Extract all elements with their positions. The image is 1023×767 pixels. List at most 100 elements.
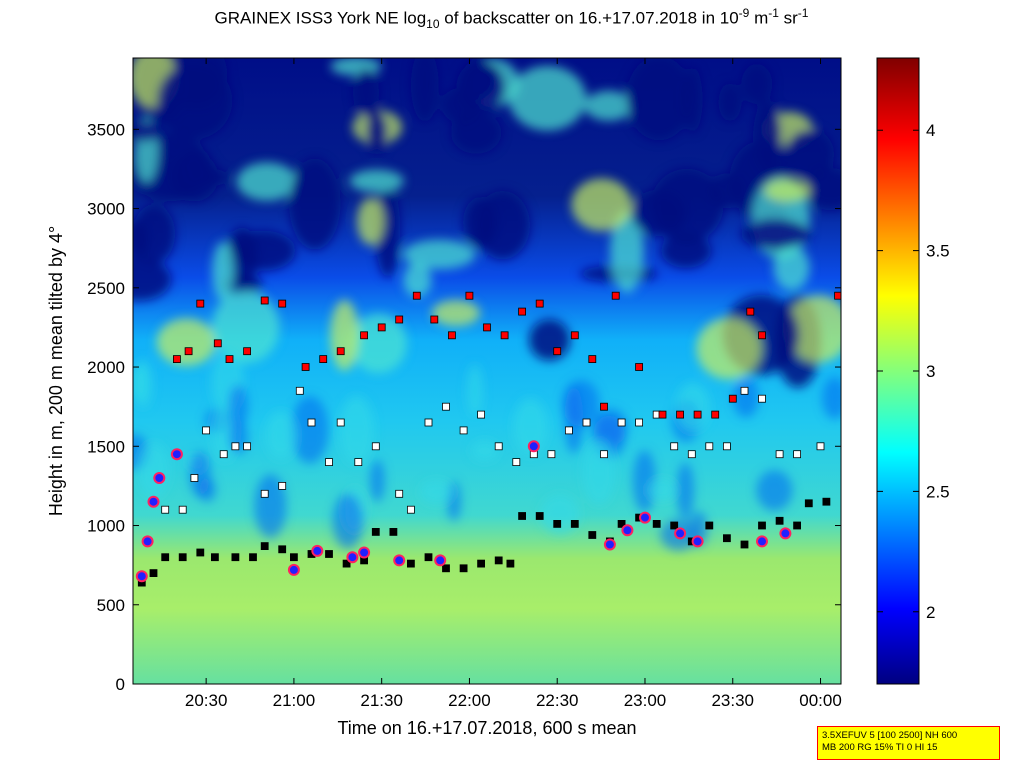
- marker-residual-layer: [459, 426, 468, 435]
- heatmap-area: [133, 58, 841, 684]
- heatmap-patch: [349, 169, 404, 193]
- heatmap-patch: [474, 190, 531, 260]
- marker-mixing-layer: [161, 553, 170, 562]
- heatmap-patch: [365, 109, 389, 154]
- heatmap-patch: [456, 60, 506, 114]
- y-tick-label: 2000: [87, 358, 125, 377]
- heatmap-patch: [718, 83, 742, 122]
- x-axis-label: Time on 16.+17.07.2018, 600 s mean: [337, 718, 636, 738]
- marker-upper-layer: [553, 347, 562, 356]
- heatmap-patch: [676, 462, 695, 520]
- marker-mixing-layer: [406, 559, 415, 568]
- heatmap-patch: [133, 120, 163, 142]
- heatmap-patch: [133, 219, 149, 260]
- heatmap-patch: [584, 90, 634, 121]
- marker-mixing-layer: [178, 553, 187, 562]
- marker-cloud-base: [691, 535, 704, 548]
- y-tick-label: 0: [116, 675, 125, 694]
- heatmap-patch: [764, 179, 811, 202]
- heatmap-patch: [212, 241, 235, 301]
- x-tick-label: 00:00: [799, 691, 842, 710]
- marker-upper-layer: [600, 402, 608, 411]
- marker-upper-layer: [711, 410, 720, 419]
- marker-upper-layer: [758, 331, 766, 340]
- marker-upper-layer: [483, 323, 491, 332]
- marker-upper-layer: [676, 410, 684, 419]
- marker-mixing-layer: [424, 553, 433, 562]
- marker-upper-layer: [611, 291, 620, 300]
- marker-upper-layer: [213, 339, 222, 348]
- marker-residual-layer: [635, 418, 643, 427]
- info-box: 3.5XEFUV 5 [100 2500] NH 600 MB 200 RG 1…: [817, 726, 1000, 760]
- heatmap-patch: [571, 178, 632, 231]
- marker-residual-layer: [336, 418, 345, 427]
- heatmap-patch: [375, 182, 401, 278]
- marker-upper-layer: [225, 355, 234, 364]
- heatmap-patch: [610, 210, 644, 293]
- marker-residual-layer: [793, 450, 801, 459]
- marker-cloud-base: [779, 527, 792, 540]
- marker-upper-layer: [301, 363, 310, 371]
- heatmap-patch: [626, 58, 693, 141]
- colorbar-tick-label: 2.5: [926, 482, 950, 501]
- heatmap-patch: [696, 317, 762, 380]
- x-tick-label: 22:00: [448, 691, 491, 710]
- marker-mixing-layer: [278, 545, 287, 554]
- marker-residual-layer: [202, 426, 211, 435]
- marker-upper-layer: [535, 299, 544, 308]
- y-tick-label: 2500: [87, 279, 125, 298]
- marker-cloud-base: [141, 535, 154, 548]
- marker-mixing-layer: [506, 559, 515, 568]
- marker-residual-layer: [670, 442, 679, 451]
- y-tick-label: 1500: [87, 437, 125, 456]
- marker-mixing-layer: [231, 553, 240, 562]
- x-tick-label: 20:30: [185, 691, 228, 710]
- marker-upper-layer: [184, 347, 193, 356]
- marker-upper-layer: [196, 299, 205, 308]
- heatmap-patch: [332, 493, 364, 549]
- marker-residual-layer: [758, 394, 766, 403]
- marker-cloud-base: [674, 527, 687, 540]
- heatmap-patch: [540, 494, 580, 535]
- marker-residual-layer: [178, 505, 187, 514]
- marker-upper-layer: [447, 331, 456, 340]
- marker-residual-layer: [307, 418, 316, 427]
- heatmap-patch: [290, 396, 329, 464]
- heatmap-patch: [264, 411, 297, 460]
- heatmap-patch: [661, 233, 712, 269]
- colorbar-axis: 2 2.5 3 3.5 4: [877, 121, 950, 622]
- marker-mixing-layer: [553, 520, 562, 528]
- marker-upper-layer: [172, 355, 181, 364]
- marker-cloud-base: [621, 524, 634, 537]
- marker-upper-layer: [377, 323, 386, 332]
- heatmap-patch: [741, 63, 773, 105]
- info-line-1: 3.5XEFUV 5 [100 2500] NH 600: [822, 730, 958, 741]
- x-tick-label: 23:00: [624, 691, 667, 710]
- marker-mixing-layer: [196, 548, 205, 557]
- marker-upper-layer: [412, 291, 421, 300]
- marker-residual-layer: [816, 442, 825, 451]
- heatmap-patch: [562, 380, 600, 427]
- marker-residual-layer: [354, 458, 363, 467]
- marker-mixing-layer: [588, 531, 597, 539]
- marker-residual-layer: [295, 386, 304, 395]
- y-tick-label: 500: [97, 596, 125, 615]
- x-tick-label: 21:00: [273, 691, 316, 710]
- marker-residual-layer: [477, 410, 486, 419]
- heatmap-texture: [133, 58, 841, 551]
- heatmap-patch: [352, 68, 380, 118]
- marker-residual-layer: [740, 386, 749, 395]
- marker-mixing-layer: [260, 542, 269, 550]
- heatmap-patch: [236, 162, 298, 201]
- marker-cloud-base: [358, 546, 371, 559]
- marker-residual-layer: [395, 489, 404, 498]
- heatmap-patch: [822, 377, 841, 420]
- heatmap-patch: [137, 442, 170, 498]
- marker-mixing-layer: [775, 516, 784, 525]
- marker-mixing-layer: [617, 520, 626, 528]
- marker-residual-layer: [775, 450, 784, 459]
- marker-upper-layer: [260, 296, 269, 305]
- heatmap-patch: [633, 450, 656, 513]
- marker-mixing-layer: [210, 553, 219, 562]
